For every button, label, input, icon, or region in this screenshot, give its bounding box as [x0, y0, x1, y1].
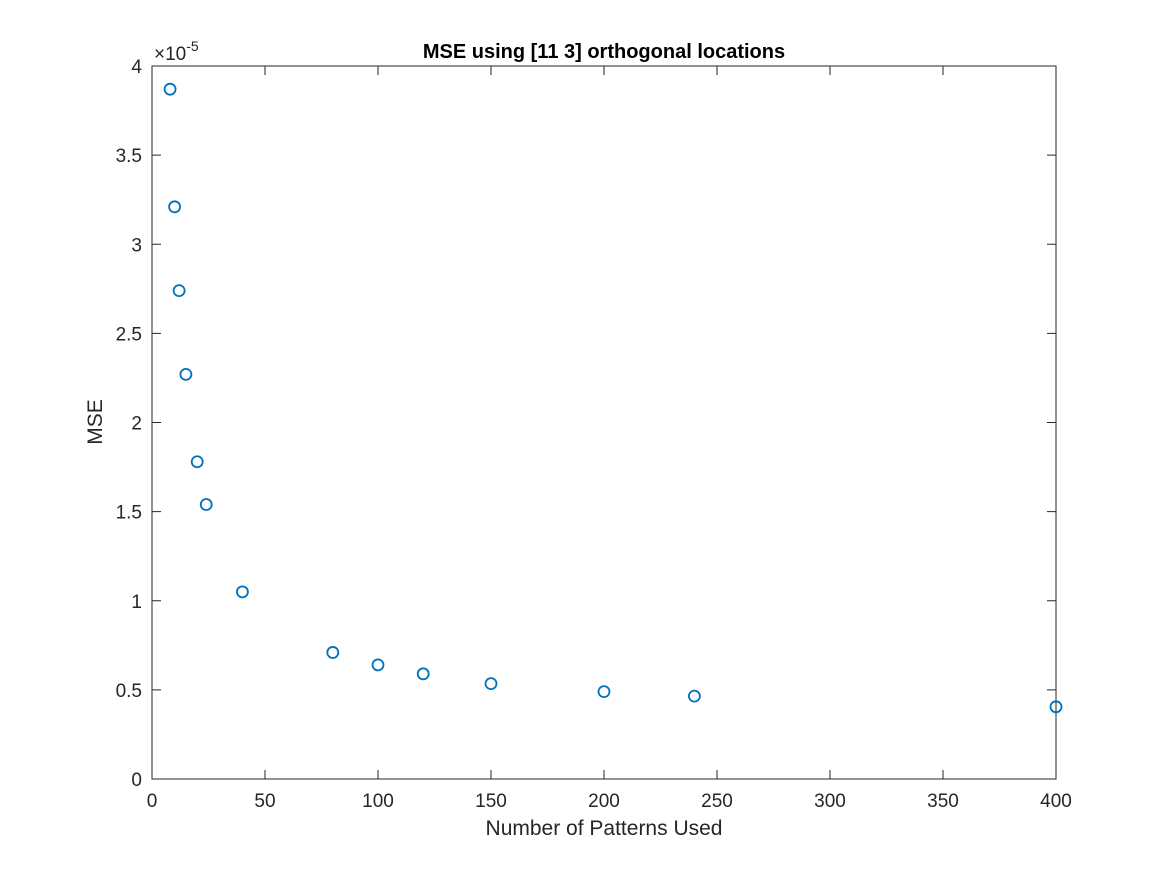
y-tick-label: 1.5: [116, 503, 142, 524]
x-tick-label: 0: [147, 791, 158, 812]
y-axis-exponent-power: -5: [186, 38, 199, 54]
plot-box: [151, 65, 1057, 780]
y-tick-label: 0.5: [116, 681, 142, 702]
x-tick-label: 200: [588, 791, 620, 812]
data-point: [688, 689, 701, 703]
data-point: [484, 677, 498, 691]
y-axis-title: MSE: [84, 399, 107, 445]
x-tick-label: 50: [254, 791, 275, 812]
data-point: [168, 200, 182, 214]
data-point: [163, 82, 177, 96]
data-point: [1049, 700, 1063, 714]
data-point: [172, 284, 186, 297]
data-point: [326, 646, 340, 659]
x-tick-label: 300: [814, 791, 846, 812]
y-tick-label: 2: [131, 414, 142, 435]
x-tick-label: 100: [362, 791, 394, 812]
y-tick-label: 4: [131, 57, 142, 78]
data-points: [163, 82, 1063, 714]
data-point: [179, 367, 193, 381]
y-tick-label: 2.5: [116, 324, 142, 345]
x-axis-tick-labels: 0 50 100 150 200 250 300 350 400: [147, 791, 1072, 812]
y-tick-label: 0: [131, 770, 142, 791]
x-tick-label: 400: [1040, 791, 1072, 812]
data-point: [190, 455, 204, 469]
x-tick-label: 250: [701, 791, 733, 812]
y-tick-label: 3.5: [116, 146, 142, 167]
x-tick-label: 150: [475, 791, 507, 812]
y-tick-label: 3: [131, 235, 142, 256]
data-point: [597, 685, 611, 699]
data-point: [416, 667, 430, 681]
data-point: [199, 498, 213, 511]
y-axis-exponent: ×10-5: [154, 38, 199, 65]
data-point: [371, 658, 385, 672]
data-point: [235, 585, 249, 599]
y-axis-exponent-base: ×10: [154, 44, 186, 65]
y-tick-label: 1: [131, 592, 142, 613]
chart-title: MSE using [11 3] orthogonal locations: [423, 41, 785, 63]
y-axis-ticks: [152, 65, 1056, 780]
x-tick-label: 350: [927, 791, 959, 812]
x-axis-title: Number of Patterns Used: [486, 817, 723, 840]
x-axis-ticks: [151, 66, 1057, 779]
y-axis-tick-labels: 0 0.5 1 1.5 2 2.5 3 3.5 4: [116, 57, 143, 791]
